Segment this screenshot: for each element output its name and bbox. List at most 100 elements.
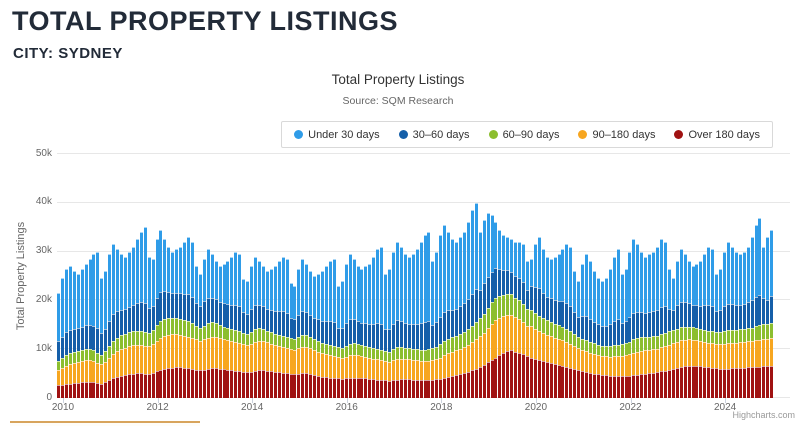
bar-column[interactable] [183, 241, 187, 398]
bar-column[interactable] [92, 254, 96, 398]
legend-item[interactable]: Over 180 days [674, 129, 760, 141]
bar-column[interactable] [506, 237, 510, 398]
bar-column[interactable] [589, 261, 593, 398]
bar-column[interactable] [356, 266, 360, 398]
bar-column[interactable] [715, 273, 719, 398]
bar-column[interactable] [108, 254, 112, 398]
bar-column[interactable] [462, 232, 466, 398]
bar-column[interactable] [135, 239, 139, 398]
bar-column[interactable] [762, 246, 766, 398]
bar-column[interactable] [403, 254, 407, 398]
bar-column[interactable] [419, 241, 423, 398]
bar-column[interactable] [395, 241, 399, 398]
bar-column[interactable] [273, 266, 277, 398]
bar-column[interactable] [525, 261, 529, 398]
bar-column[interactable] [411, 254, 415, 398]
bar-column[interactable] [596, 278, 600, 398]
bar-column[interactable] [703, 254, 707, 398]
bar-column[interactable] [187, 236, 191, 398]
bar-column[interactable] [72, 271, 76, 398]
bar-column[interactable] [309, 271, 313, 398]
bar-column[interactable] [226, 261, 230, 398]
bar-column[interactable] [104, 271, 108, 398]
bar-column[interactable] [675, 261, 679, 398]
bar-column[interactable] [652, 251, 656, 398]
legend-item[interactable]: 60–90 days [488, 129, 559, 141]
bar-column[interactable] [482, 219, 486, 398]
bar-column[interactable] [518, 241, 522, 398]
legend-item[interactable]: 90–180 days [578, 129, 655, 141]
bar-column[interactable] [478, 232, 482, 398]
bar-column[interactable] [522, 244, 526, 398]
bar-column[interactable] [84, 263, 88, 398]
bar-column[interactable] [458, 237, 462, 398]
bar-column[interactable] [313, 276, 317, 398]
bar-column[interactable] [545, 256, 549, 398]
bar-column[interactable] [632, 239, 636, 398]
bar-column[interactable] [466, 222, 470, 398]
legend-item[interactable]: Under 30 days [294, 129, 380, 141]
bar-column[interactable] [317, 273, 321, 398]
bar-column[interactable] [541, 249, 545, 398]
bar-column[interactable] [455, 241, 459, 398]
bar-column[interactable] [758, 217, 762, 398]
bar-column[interactable] [608, 268, 612, 398]
bar-column[interactable] [447, 232, 451, 398]
bar-column[interactable] [679, 249, 683, 398]
bar-column[interactable] [281, 256, 285, 398]
bar-column[interactable] [435, 251, 439, 398]
bar-column[interactable] [486, 212, 490, 398]
bar-column[interactable] [167, 246, 171, 398]
bar-column[interactable] [68, 266, 72, 398]
bar-column[interactable] [305, 263, 309, 398]
bar-column[interactable] [451, 239, 455, 398]
bar-column[interactable] [116, 249, 120, 398]
bar-column[interactable] [557, 254, 561, 398]
bar-column[interactable] [707, 246, 711, 398]
bar-column[interactable] [332, 258, 336, 398]
bar-column[interactable] [565, 244, 569, 398]
bar-column[interactable] [691, 266, 695, 398]
bar-column[interactable] [198, 273, 202, 398]
bar-column[interactable] [573, 271, 577, 398]
bar-column[interactable] [364, 266, 368, 398]
bar-column[interactable] [261, 266, 265, 398]
bar-column[interactable] [218, 266, 222, 398]
bar-column[interactable] [431, 261, 435, 398]
legend-item[interactable]: 30–60 days [398, 129, 470, 141]
bar-column[interactable] [238, 254, 242, 398]
bar-column[interactable] [340, 280, 344, 398]
bar-column[interactable] [742, 251, 746, 398]
bar-column[interactable] [699, 261, 703, 398]
bar-column[interactable] [569, 246, 573, 398]
bar-column[interactable] [585, 254, 589, 398]
bar-column[interactable] [352, 258, 356, 398]
bar-column[interactable] [159, 229, 163, 398]
bar-column[interactable] [151, 258, 155, 398]
bar-column[interactable] [60, 278, 64, 398]
bar-column[interactable] [514, 241, 518, 398]
bar-column[interactable] [494, 222, 498, 398]
bar-column[interactable] [730, 246, 734, 398]
bar-column[interactable] [344, 263, 348, 398]
bar-column[interactable] [529, 258, 533, 398]
bar-column[interactable] [490, 215, 494, 398]
bar-column[interactable] [328, 261, 332, 398]
bar-column[interactable] [616, 249, 620, 398]
bar-column[interactable] [321, 271, 325, 398]
bar-column[interactable] [628, 251, 632, 398]
bar-column[interactable] [620, 273, 624, 398]
bar-column[interactable] [439, 234, 443, 398]
bar-column[interactable] [210, 254, 214, 398]
bar-column[interactable] [427, 232, 431, 398]
bar-column[interactable] [277, 261, 281, 398]
bar-column[interactable] [293, 285, 297, 398]
bar-column[interactable] [750, 237, 754, 398]
bar-column[interactable] [297, 268, 301, 398]
bar-column[interactable] [76, 273, 80, 398]
bar-column[interactable] [510, 239, 514, 398]
bar-column[interactable] [234, 251, 238, 398]
bar-column[interactable] [80, 268, 84, 398]
bar-column[interactable] [171, 251, 175, 398]
bar-column[interactable] [372, 256, 376, 398]
